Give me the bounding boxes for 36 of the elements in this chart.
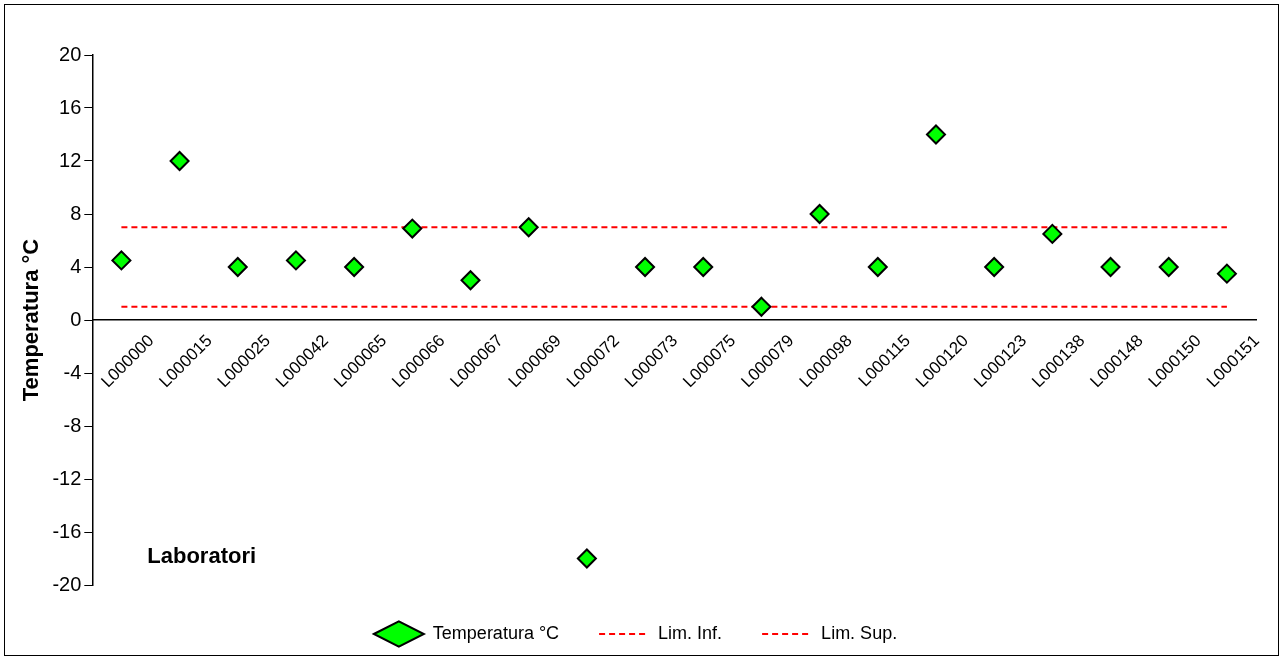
point (809, 204, 830, 224)
point (1100, 257, 1121, 277)
y-tick-label: 16 (59, 95, 82, 118)
point (344, 257, 365, 277)
point (1042, 223, 1063, 244)
y-tick-label: 20 (59, 42, 82, 65)
legend-label: Lim. Inf. (658, 622, 723, 643)
point (984, 257, 1005, 277)
legend-label: Lim. Sup. (821, 622, 898, 643)
point (1158, 257, 1179, 277)
y-tick-label: 12 (59, 148, 82, 171)
point (169, 151, 190, 171)
point (751, 296, 772, 317)
y-tick-label: 0 (70, 307, 82, 330)
point (111, 250, 132, 271)
point (867, 257, 888, 277)
point (460, 270, 481, 291)
y-axis-title: Temperatura °C (18, 238, 44, 402)
point (576, 548, 597, 569)
point (925, 124, 946, 145)
point (635, 257, 656, 277)
y-tick-label: -16 (52, 519, 82, 542)
legend-label: Temperatura °C (432, 622, 560, 643)
point (1216, 263, 1237, 284)
x-axis-title: Laboratori (147, 543, 257, 569)
point (227, 257, 248, 277)
y-tick-label: -20 (52, 572, 82, 595)
y-tick-label: -4 (63, 360, 82, 383)
point (518, 217, 539, 238)
y-tick-label: -12 (52, 466, 82, 489)
y-tick-label: 8 (70, 201, 82, 224)
point (693, 257, 714, 277)
point (402, 218, 423, 239)
y-tick-label: -8 (63, 413, 82, 436)
point (285, 250, 306, 271)
y-tick-label: 4 (70, 254, 82, 277)
